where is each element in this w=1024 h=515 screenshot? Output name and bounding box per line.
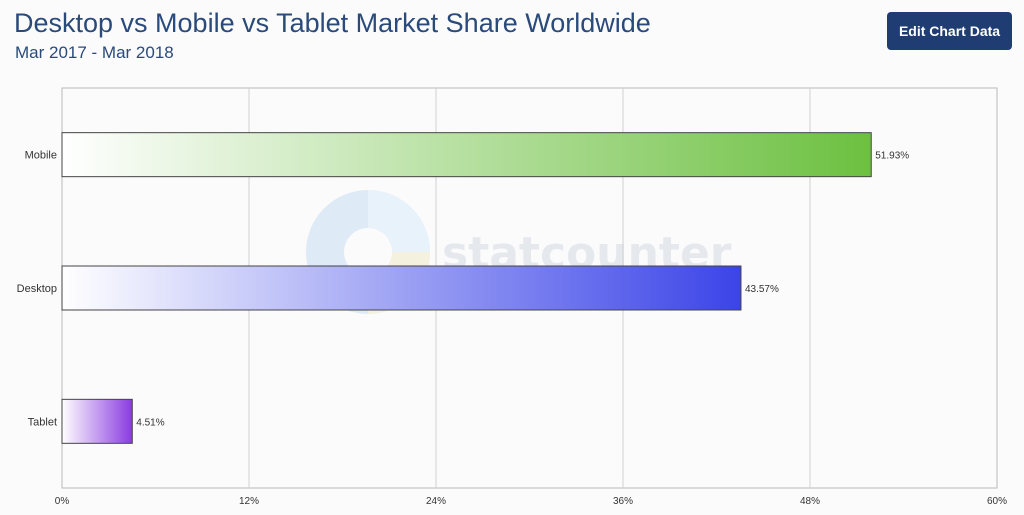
x-tick-label: 60% [987, 496, 1007, 507]
bar-tablet [61, 398, 133, 444]
x-tick-label: 48% [800, 496, 820, 507]
x-tick-label: 36% [613, 496, 633, 507]
chart-subtitle: Mar 2017 - Mar 2018 [15, 43, 174, 62]
x-tick-label: 12% [239, 496, 259, 507]
category-label-mobile: Mobile [25, 150, 57, 162]
category-label-desktop: Desktop [17, 283, 57, 295]
chart-title: Desktop vs Mobile vs Tablet Market Share… [14, 8, 651, 38]
data-label-desktop: 43.57% [745, 284, 779, 295]
axis-labels: 0% 12% 24% 36% 48% 60% 51.93% Mobile 43.57% Deskt… [17, 150, 1007, 507]
data-label-tablet: 4.51% [136, 417, 164, 428]
x-tick-label: 0% [55, 496, 70, 507]
bars [61, 132, 872, 444]
x-tick-label: 24% [426, 496, 446, 507]
bar-desktop [61, 265, 742, 311]
bar-mobile [61, 132, 872, 178]
edit-chart-data-button[interactable]: Edit Chart Data [887, 12, 1012, 50]
category-label-tablet: Tablet [28, 416, 57, 428]
data-label-mobile: 51.93% [875, 151, 909, 162]
